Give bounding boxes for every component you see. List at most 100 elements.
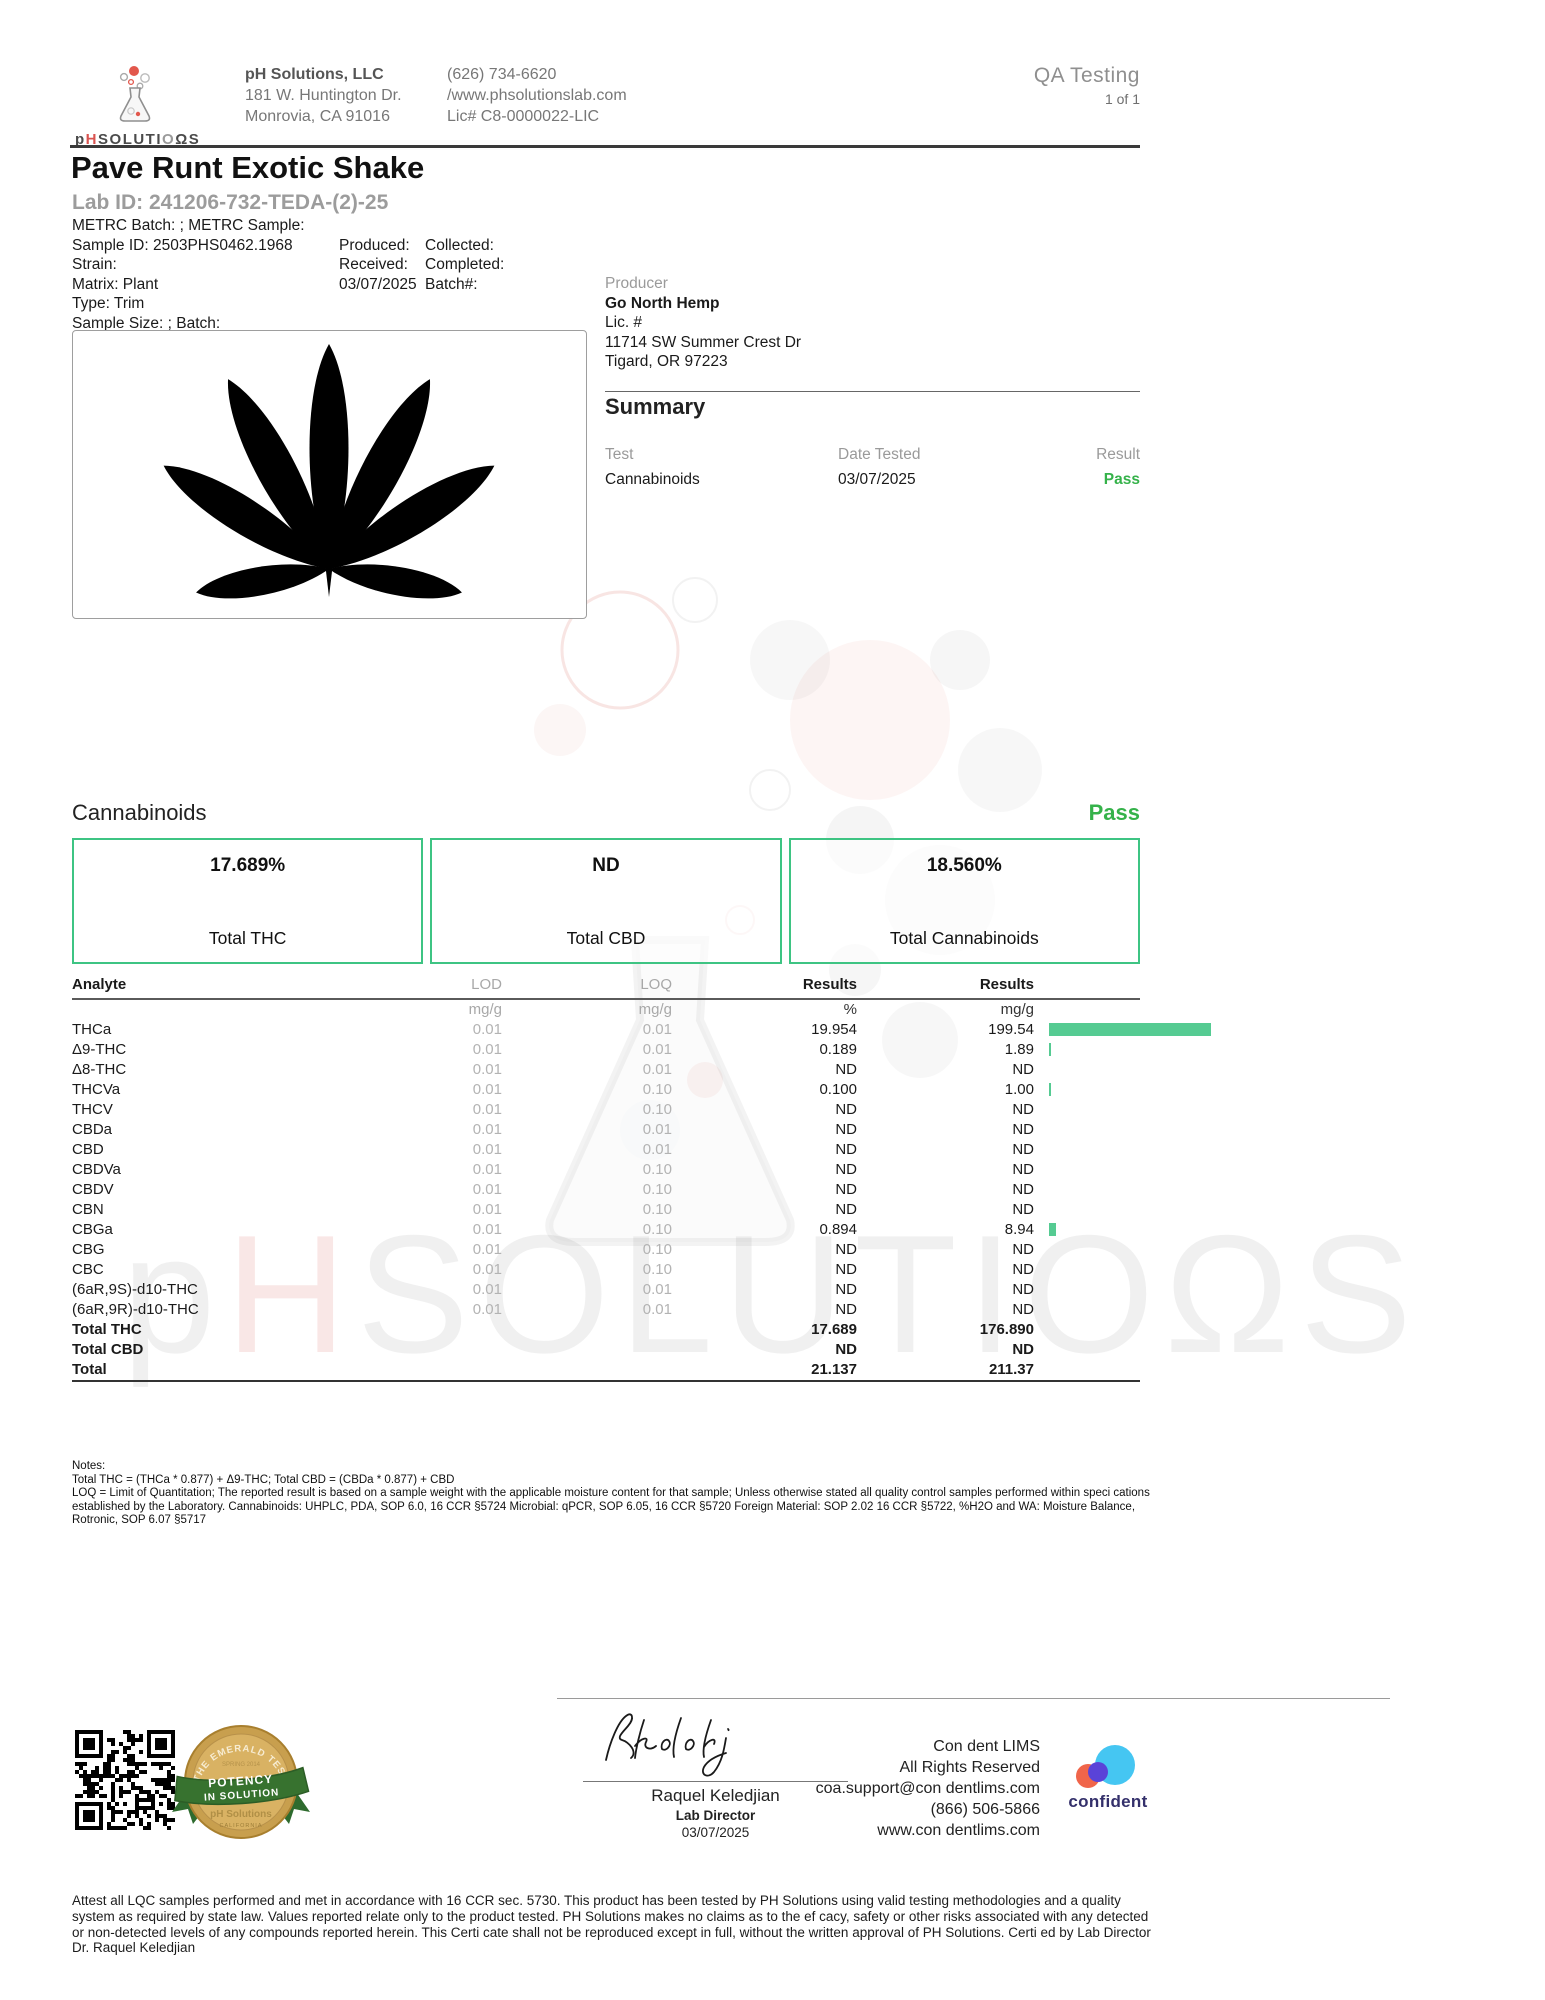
unit-mg: mg/g [1000,1001,1034,1018]
attestation-text: Attest all LQC samples performed and met… [72,1893,1151,1956]
summary-heading: Summary [605,394,706,419]
summary-row: Cannabinoids 03/07/2025 Pass [605,471,1140,489]
matrix-line: Matrix: Plant [72,275,159,293]
lab-contact-block: (626) 734-6620 /www.phsolutionslab.com L… [447,64,687,148]
lab-address-block: pH Solutions, LLC 181 W. Huntington Dr. … [245,64,445,148]
report-header: pHSOLUTIOΩS pH Solutions, LLC 181 W. Hun… [75,64,1140,148]
producer-license: Lic. # [605,314,643,331]
notes-section: Notes: Total THC = (THCa * 0.877) + Δ9-T… [72,1460,1150,1528]
col-results-pct: Results [802,975,857,993]
sample-title: Pave Runt Exotic Shake [71,150,425,185]
lab-id: Lab ID: 241206-732-TEDA-(2)-25 [72,191,389,214]
cannabinoids-status: Pass [1088,800,1140,825]
total-thc-box: 17.689% Total THC [72,838,424,964]
analyte-row: CBN 0.01 0.10 ND ND [72,1200,1034,1218]
summary-date: 03/07/2025 [838,471,916,488]
producer-street: 11714 SW Summer Crest Dr [605,333,802,351]
collected-label: Collected: [425,236,494,254]
producer-city: Tigard, OR 97223 [605,353,728,370]
summary-col-date: Date Tested [838,446,921,463]
producer-label: Producer [605,275,668,292]
table-header-divider [72,998,1140,1000]
analyte-row: (6aR,9R)-d10-THC 0.01 0.01 ND ND [72,1300,1034,1318]
qr-code [75,1730,175,1830]
signature [605,1713,730,1777]
summary-section: Summary Test Date Tested Result Cannabin… [605,391,1140,489]
analyte-row: CBD 0.01 0.01 ND ND [72,1140,1034,1158]
cannabinoids-heading: Cannabinoids [72,800,207,825]
total-cbd-label: Total CBD [566,928,646,948]
col-lod: LOD [471,975,502,993]
analyte-row: THCV 0.01 0.10 ND ND [72,1100,1034,1118]
producer-block: Producer Go North Hemp Lic. # 11714 SW S… [605,216,801,372]
badge-banner1: POTENCY [208,1772,274,1791]
notes-label: Notes: [72,1460,106,1472]
analyte-table-header: Analyte LOD LOQ Results Results [72,972,1140,996]
metrc-line: METRC Batch: ; METRC Sample: [72,217,305,234]
analyte-row: THCVa 0.01 0.10 0.100 1.00 [72,1079,1140,1099]
lab-street: 181 W. Huntington Dr. [245,87,402,104]
unit-pct: % [843,1001,857,1018]
unit-loq: mg/g [638,1001,672,1018]
lab-license: Lic# C8-0000022-LIC [447,108,600,125]
analyte-row: CBDV 0.01 0.10 ND ND [72,1180,1034,1198]
qa-testing-label: QA Testing [1033,64,1140,87]
col-results-mg: Results [979,975,1034,993]
produced-label: Produced: [339,236,410,254]
sample-dates: Produced: Collected: Received: Completed: … [339,216,605,372]
lab-name: pH Solutions, LLC [245,66,384,83]
analyte-row: Total 21.137 211.37 [72,1360,1034,1378]
badge-banner2: IN SOLUTION [204,1787,280,1803]
sample-id-line: Sample ID: 2503PHS0462.1968 [72,236,293,254]
analyte-row: CBC 0.01 0.10 ND ND [72,1260,1034,1278]
total-thc-value: 17.689% [210,855,286,876]
analyte-row: (6aR,9S)-d10-THC 0.01 0.01 ND ND [72,1280,1034,1298]
lab-logo: pHSOLUTIOΩS [75,64,199,148]
summary-col-test: Test [605,446,634,463]
producer-name: Go North Hemp [605,294,720,312]
analyte-row: Total CBD ND ND [72,1340,1034,1358]
lims-credits: Con dent LIMS All Rights Reserved coa.supp… [815,1738,1040,1839]
result-bar [1049,1022,1211,1036]
analyte-row: Total THC 17.689 176.890 [72,1320,1034,1338]
signature-date: 03/07/2025 [681,1825,750,1840]
page-count: 1 of 1 [1104,91,1140,107]
analyte-row: CBG 0.01 0.10 ND ND [72,1240,1034,1258]
analyte-row: CBGa 0.01 0.10 0.894 8.94 [72,1219,1140,1239]
summary-col-result: Result [1096,446,1140,463]
type-line: Type: Trim [72,295,145,312]
lab-city: Monrovia, CA 91016 [245,108,390,125]
badge-org: pH Solutions [210,1809,272,1820]
unit-lod: mg/g [468,1001,502,1018]
signer-role: Lab Director [675,1808,756,1823]
notes-lines: Total THC = (THCa * 0.877) + Δ9-THC; Tot… [72,1473,1150,1527]
col-loq: LOQ [640,975,672,993]
lab-phone: (626) 734-6620 [447,66,557,83]
summary-table-header: Test Date Tested Result [605,446,1140,464]
units-row: mg/g mg/g % mg/g [72,1000,1140,1019]
result-bar [1049,1082,1051,1096]
confident-logo-wordmark: confident [1068,1792,1148,1811]
lab-website: /www.phsolutionslab.com [447,87,627,104]
sample-info: METRC Batch: ; METRC Sample: Sample ID: … [72,216,1140,372]
analyte-table: Analyte LOD LOQ Results Results mg/g mg/… [72,972,1211,1382]
summary-test: Cannabinoids [605,471,700,488]
total-thc-label: Total THC [208,928,287,948]
total-cbd-value: ND [592,855,620,876]
header-divider [70,145,1140,148]
sample-image-frame [72,330,587,619]
confident-logo-icon [1076,1745,1135,1788]
sample-info-left: METRC Batch: ; METRC Sample: Sample ID: … [72,216,339,372]
received-date: 03/07/2025 [339,275,417,293]
sample-size-line: Sample Size: ; Batch: [72,314,221,332]
total-cannabinoids-box: 18.560% Total Cannabinoids [788,838,1140,964]
cannabis-leaf-image [163,344,495,599]
analyte-row: CBDa 0.01 0.01 ND ND [72,1120,1034,1138]
result-bar [1049,1222,1057,1236]
signer-name: Raquel Keledjian [651,1786,780,1805]
cannabinoids-header: Cannabinoids Pass [72,800,1140,826]
analyte-row: THCa 0.01 0.01 19.954 199.54 [72,1019,1211,1039]
signature-line [583,1781,848,1782]
analyte-rows: THCa 0.01 0.01 19.954 199.54 Δ9-THC 0.01 0.01 0.… [72,1019,1211,1379]
